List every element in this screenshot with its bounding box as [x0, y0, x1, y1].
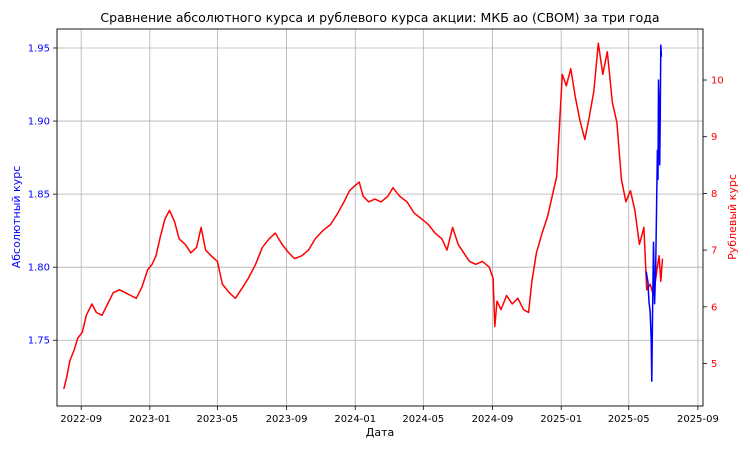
- plot-frame: [56, 28, 704, 407]
- x-tick-label: 2023-05: [196, 414, 238, 425]
- x-tick-label: 2024-01: [334, 414, 376, 425]
- series-layer: [63, 42, 664, 390]
- y-right-tick-label: 7: [711, 246, 717, 257]
- x-tick-label: 2023-01: [129, 414, 171, 425]
- x-tick-label: 2025-05: [608, 414, 650, 425]
- x-tick-label: 2025-01: [540, 414, 582, 425]
- y-right-tick-label: 6: [711, 302, 717, 313]
- x-axis-label: Дата: [366, 426, 394, 439]
- y-left-tick-label: 1.95: [28, 43, 50, 54]
- y-right-tick-label: 9: [711, 132, 717, 143]
- x-tick-label: 2024-09: [472, 414, 514, 425]
- chart-title: Сравнение абсолютного курса и рублевого …: [100, 10, 659, 25]
- absolute-rate-line: [645, 44, 663, 382]
- y-left-tick-label: 1.80: [28, 263, 50, 274]
- y-left-tick-label: 1.75: [28, 336, 50, 347]
- y-right-axis-label: Рублевый курс: [726, 174, 739, 260]
- y-right-tick-label: 10: [711, 76, 724, 87]
- y-right-tick-label: 8: [711, 189, 717, 200]
- ruble-rate-line: [63, 42, 664, 390]
- y-left-tick-label: 1.90: [28, 117, 50, 128]
- axis-layer: 2022-09 2023-01 2023-05 2023-09 2024-01 2024-…: [28, 43, 724, 425]
- y-left-axis-label: Абсолютный курс: [10, 166, 23, 269]
- x-tick-label: 2023-09: [266, 414, 308, 425]
- y-left-tick-label: 1.85: [28, 190, 50, 201]
- y-right-tick-label: 5: [711, 359, 717, 370]
- x-tick-label: 2022-09: [60, 414, 102, 425]
- x-tick-label: 2025-09: [677, 414, 719, 425]
- x-tick-label: 2024-05: [402, 414, 444, 425]
